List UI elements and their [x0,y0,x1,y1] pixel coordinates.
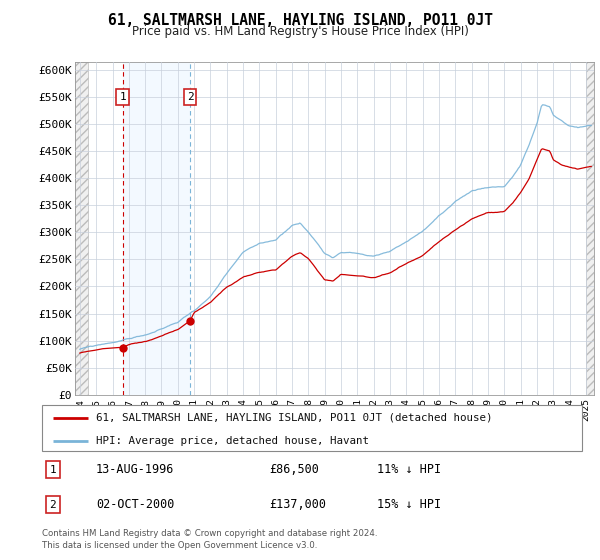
Text: 2: 2 [49,500,56,510]
Text: 1: 1 [49,465,56,475]
Bar [122,62,190,395]
Text: Price paid vs. HM Land Registry's House Price Index (HPI): Price paid vs. HM Land Registry's House … [131,25,469,38]
Text: 13-AUG-1996: 13-AUG-1996 [96,463,175,476]
Text: 2: 2 [187,92,193,102]
Text: HPI: Average price, detached house, Havant: HPI: Average price, detached house, Hava… [96,436,369,446]
Text: 61, SALTMARSH LANE, HAYLING ISLAND, PO11 0JT (detached house): 61, SALTMARSH LANE, HAYLING ISLAND, PO11… [96,413,493,423]
Bar [75,62,88,395]
Text: 1: 1 [119,92,126,102]
Text: £86,500: £86,500 [269,463,319,476]
Bar [586,62,594,395]
Text: 11% ↓ HPI: 11% ↓ HPI [377,463,441,476]
FancyBboxPatch shape [42,405,582,451]
Text: 15% ↓ HPI: 15% ↓ HPI [377,498,441,511]
Text: Contains HM Land Registry data © Crown copyright and database right 2024.
This d: Contains HM Land Registry data © Crown c… [42,529,377,550]
Text: 61, SALTMARSH LANE, HAYLING ISLAND, PO11 0JT: 61, SALTMARSH LANE, HAYLING ISLAND, PO11… [107,13,493,28]
Text: 02-OCT-2000: 02-OCT-2000 [96,498,175,511]
Text: £137,000: £137,000 [269,498,326,511]
